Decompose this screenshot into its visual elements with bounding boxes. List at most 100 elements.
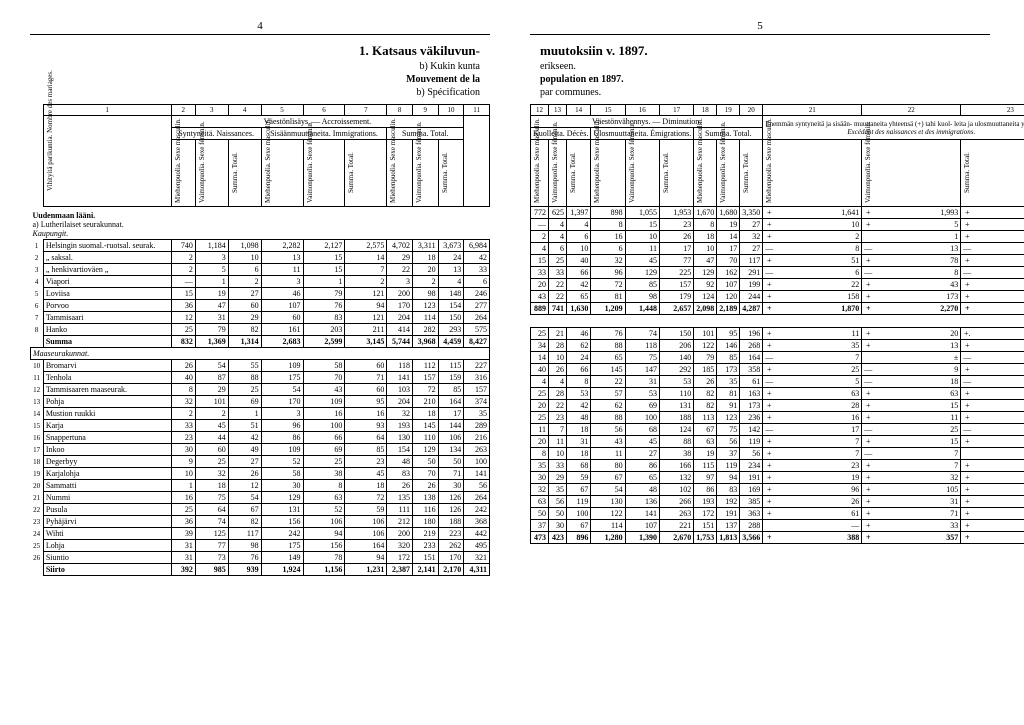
kaupungit: Kaupungit. (33, 229, 69, 238)
cell: 1,390 (625, 532, 659, 544)
cell: 79 (694, 352, 717, 364)
cell: 78 (874, 255, 961, 267)
cell: 26 (548, 364, 566, 376)
cell: 6 (591, 243, 625, 255)
cell: 74 (625, 328, 659, 340)
cell: 35 (464, 408, 490, 420)
cell: 741 (548, 303, 566, 315)
cell: 72 (412, 384, 438, 396)
cell: 106 (345, 528, 387, 540)
cell: 76 (228, 552, 261, 564)
cell: 35 (775, 340, 862, 352)
cell: 109 (261, 444, 303, 456)
cell: 76 (303, 300, 345, 312)
cell: + (961, 532, 974, 544)
cell: 100 (625, 412, 659, 424)
cell: 8,427 (464, 336, 490, 348)
row-label: Bromarvi (43, 360, 171, 372)
cell (961, 448, 974, 460)
cell: 88 (659, 436, 693, 448)
cell: 288 (740, 520, 763, 532)
title-spec: b) Spécification (30, 87, 480, 98)
cell: 2,387 (387, 564, 413, 576)
left-page: 4 1. Katsaus väkiluvun- b) Kukin kunta M… (30, 20, 490, 576)
cell: 4,459 (438, 336, 464, 348)
cell: 31 (625, 376, 659, 388)
cell: 119 (717, 460, 740, 472)
cell: 199 (740, 279, 763, 291)
cell: + (961, 231, 974, 243)
cell: 118 (625, 340, 659, 352)
cell: 117 (228, 528, 261, 540)
hdr-diminution: Väestönvähennys. — Diminution. (531, 116, 763, 128)
cell: 263 (464, 444, 490, 456)
cell: 18 (566, 448, 590, 460)
cell: 225 (659, 267, 693, 279)
cell: 135 (387, 492, 413, 504)
cell: 277 (464, 300, 490, 312)
cell: 1,753 (694, 532, 717, 544)
cell: 145 (591, 364, 625, 376)
cell: + (862, 291, 875, 303)
cell: 20 (531, 436, 549, 448)
cell: 17 (659, 243, 693, 255)
cell: 37 (717, 448, 740, 460)
cell: 2 (171, 264, 195, 276)
cell: 85 (438, 384, 464, 396)
cell: 5 (874, 219, 961, 231)
title-erikseen: erikseen. (540, 61, 990, 72)
cell: 1,993 (874, 207, 961, 219)
cell: — (763, 267, 776, 279)
cell: 5 (195, 264, 228, 276)
maaseurakunnat: Maaseurakunnat. (31, 348, 490, 360)
cell: 130 (591, 496, 625, 508)
cell: 282 (412, 324, 438, 336)
cell: 85 (717, 352, 740, 364)
cell: 70 (717, 255, 740, 267)
cell: 23 (548, 412, 566, 424)
cell: 140 (659, 352, 693, 364)
row-label: Loviisa (43, 288, 171, 300)
cell: 772 (531, 207, 549, 219)
row-label: Karjalohja (43, 468, 171, 480)
cell: 3,673 (438, 240, 464, 252)
cell: 66 (566, 364, 590, 376)
row-label: Porvoo (43, 300, 171, 312)
cell: 204 (387, 312, 413, 324)
cell: 69 (303, 444, 345, 456)
cell: 33 (548, 267, 566, 279)
cell: 17 (438, 408, 464, 420)
cell: 164 (438, 396, 464, 408)
cell: 151 (694, 520, 717, 532)
cell: 62 (566, 340, 590, 352)
cell: 374 (464, 396, 490, 408)
cell: 30 (548, 520, 566, 532)
cell: 71 (345, 372, 387, 384)
cell: 43 (973, 400, 1024, 412)
cell: 985 (195, 564, 228, 576)
hdr-excess: Enemmän syntyneitä ja sisään- muuttaneit… (763, 116, 1024, 140)
cell: + (763, 340, 776, 352)
cell: — (763, 243, 776, 255)
cell: 18 (412, 408, 438, 420)
cell: + (862, 340, 875, 352)
cell: 31 (973, 328, 1024, 340)
cell: 25 (228, 384, 261, 396)
cell: 112 (412, 360, 438, 372)
cell: 85 (625, 279, 659, 291)
cell: 43 (874, 279, 961, 291)
cell: 16 (303, 408, 345, 420)
cell: 19 (195, 288, 228, 300)
cell: 28 (548, 340, 566, 352)
cell: 156 (303, 540, 345, 552)
cell: 363 (740, 508, 763, 520)
cell: 6,984 (464, 240, 490, 252)
cell: 154 (438, 300, 464, 312)
cell: 4 (548, 219, 566, 231)
cell: 1,397 (566, 207, 590, 219)
cell: 72 (591, 279, 625, 291)
cell: 88 (591, 412, 625, 424)
cell: + (862, 484, 875, 496)
cell: ± (874, 352, 961, 364)
cell: + (961, 520, 974, 532)
